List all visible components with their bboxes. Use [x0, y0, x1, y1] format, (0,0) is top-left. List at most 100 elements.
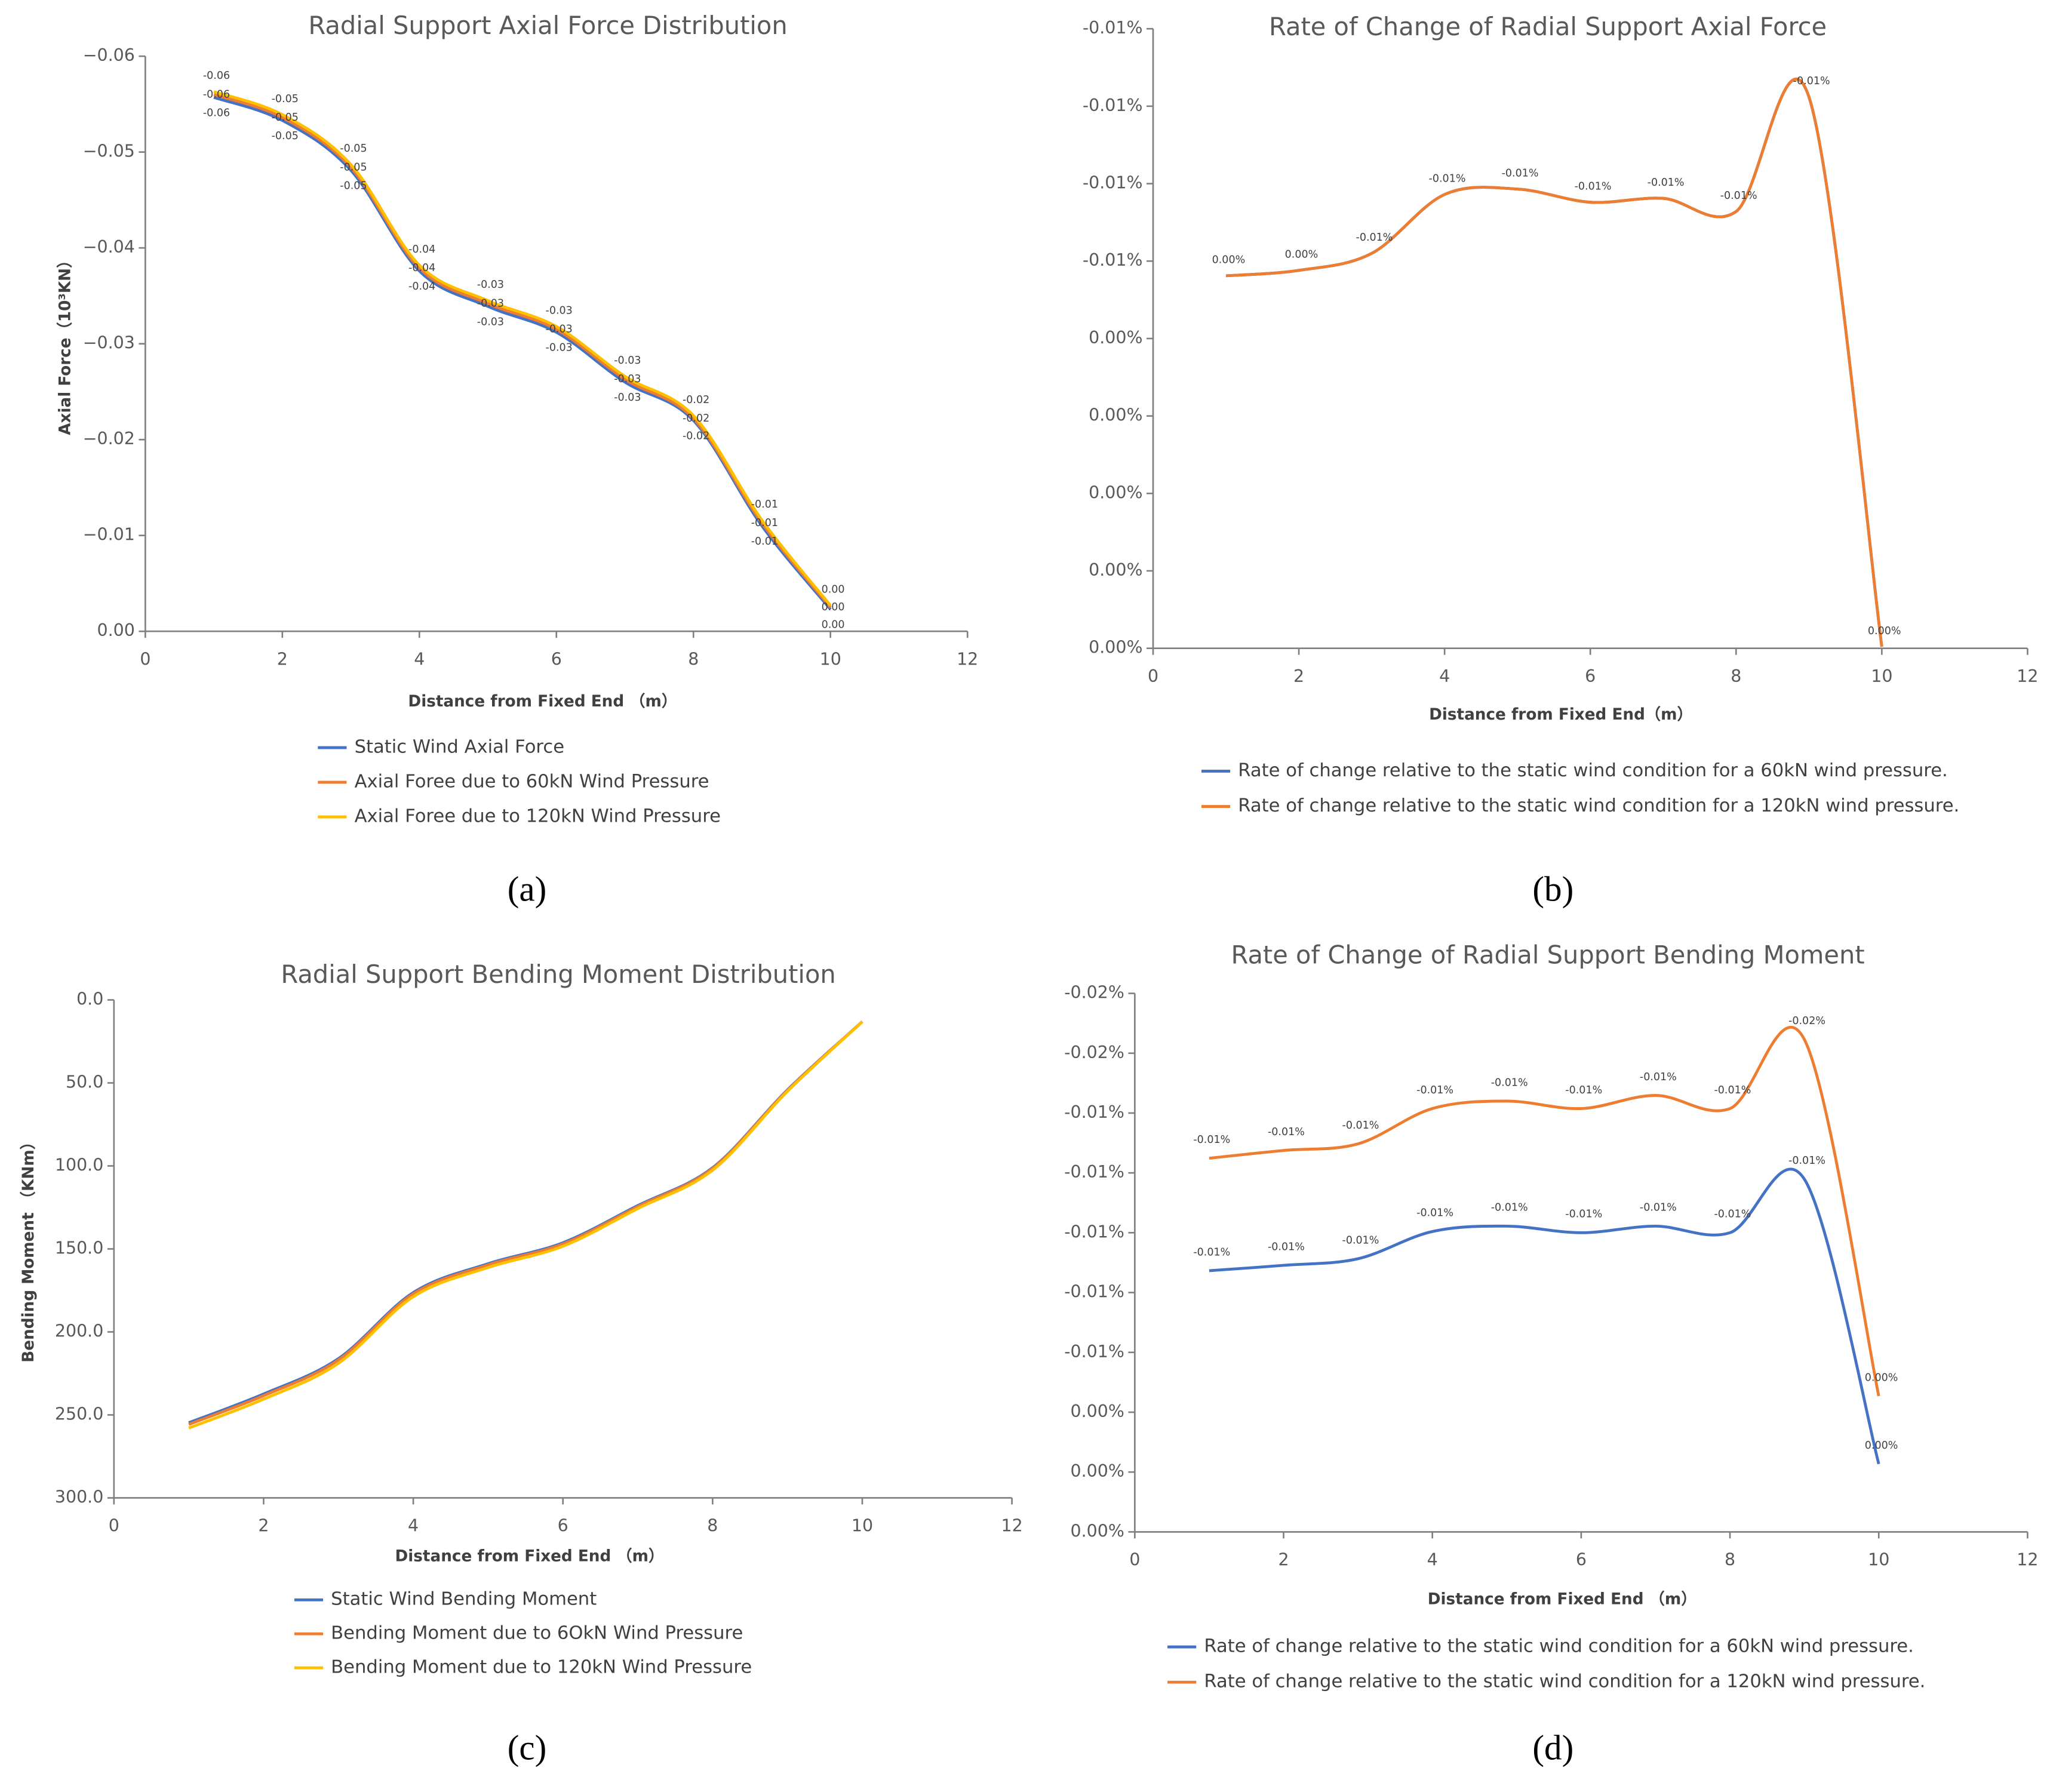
data-label: 0.00 [822, 601, 845, 613]
data-label: -0.05 [340, 180, 367, 192]
legend-label: Rate of change relative to the static wi… [1238, 760, 1948, 781]
x-tick-label: 8 [688, 649, 699, 669]
data-label: -0.03 [546, 342, 573, 354]
data-label: -0.05 [340, 161, 367, 173]
series-line [188, 1021, 863, 1424]
x-tick-label: 12 [2017, 666, 2038, 686]
data-label: -0.02% [1788, 1015, 1825, 1027]
data-label: -0.01% [1491, 1077, 1528, 1089]
y-tick-label: -0.01% [1064, 1102, 1124, 1122]
data-label: -0.01% [1416, 1207, 1453, 1219]
x-tick-label: 4 [414, 649, 425, 669]
x-tick-label: 4 [1427, 1550, 1438, 1570]
y-tick-label: -0.01% [1083, 96, 1143, 115]
y-tick-label: -0.01% [1064, 1222, 1124, 1241]
y-tick-label: 0.00% [1089, 560, 1142, 580]
y-tick-label: −0.06 [83, 45, 135, 65]
data-label: -0.01 [751, 499, 778, 511]
y-tick-label: 250.0 [55, 1404, 103, 1424]
y-tick-label: −0.01 [83, 525, 135, 545]
data-label: 0.00% [1212, 254, 1246, 266]
y-tick-label: 100.0 [55, 1155, 103, 1175]
data-label: -0.03 [546, 305, 573, 317]
data-label: -0.02 [683, 394, 709, 406]
y-tick-label: -0.02% [1064, 983, 1124, 1003]
x-tick-label: 0 [1148, 666, 1158, 686]
y-tick-label: 50.0 [66, 1072, 103, 1092]
data-label: -0.03 [477, 279, 504, 291]
y-tick-label: 300.0 [55, 1487, 103, 1507]
data-label: -0.01% [1193, 1134, 1230, 1146]
x-tick-label: 2 [277, 649, 288, 669]
y-tick-label: -0.02% [1064, 1043, 1124, 1062]
data-label: -0.01% [1640, 1071, 1677, 1083]
series-line [213, 96, 832, 610]
legend-label: Rate of change relative to the static wi… [1204, 1636, 1914, 1657]
data-label: -0.01% [1640, 1202, 1677, 1214]
data-label: -0.01% [1714, 1209, 1751, 1221]
x-tick-label: 2 [258, 1516, 269, 1536]
y-tick-label: −0.05 [83, 142, 135, 161]
x-tick-label: 0 [1129, 1550, 1140, 1570]
x-tick-label: 4 [408, 1516, 419, 1536]
data-label: -0.05 [272, 93, 299, 105]
data-label: -0.01 [751, 536, 778, 548]
legend-label: Axial Foree due to 120kN Wind Pressure [355, 806, 721, 827]
x-tick-label: 4 [1439, 666, 1450, 686]
y-tick-label: -0.01% [1064, 1282, 1124, 1302]
data-label: 0.00 [822, 619, 845, 631]
panel-label: (b) [1532, 869, 1573, 909]
data-label: -0.04 [408, 262, 435, 274]
data-label: -0.03 [477, 316, 504, 328]
x-tick-label: 0 [109, 1516, 119, 1536]
x-tick-label: 8 [1731, 666, 1741, 686]
data-label: -0.01% [1648, 177, 1685, 189]
data-label: -0.01 [751, 517, 778, 529]
data-label: -0.03 [614, 392, 641, 404]
data-label: -0.01% [1714, 1084, 1751, 1096]
x-tick-label: 6 [558, 1516, 568, 1536]
data-label: -0.03 [477, 297, 504, 309]
x-tick-label: 0 [140, 649, 150, 669]
x-axis-label: Distance from Fixed End （m） [395, 1547, 665, 1565]
y-tick-label: 0.00 [97, 620, 135, 640]
data-label: -0.01% [1565, 1209, 1602, 1221]
legend-label: Bending Moment due to 6OkN Wind Pressure [331, 1623, 743, 1644]
legend-label: Bending Moment due to 120kN Wind Pressur… [331, 1657, 752, 1678]
data-label: -0.06 [203, 70, 230, 82]
data-label: 0.00% [1868, 625, 1901, 637]
data-label: -0.01% [1429, 173, 1466, 185]
data-label: -0.05 [340, 143, 367, 155]
y-tick-label: -0.01% [1083, 250, 1143, 270]
series-line [1209, 1025, 1880, 1397]
data-label: 0.00% [1865, 1372, 1898, 1384]
data-label: 0.00% [1865, 1440, 1898, 1452]
data-label: -0.03 [614, 355, 641, 367]
y-tick-label: -0.01% [1064, 1342, 1124, 1361]
data-label: -0.01% [1575, 180, 1612, 192]
x-tick-label: 6 [1585, 666, 1596, 686]
y-tick-label: 0.00% [1089, 638, 1142, 657]
chart-title: Rate of Change of Radial Support Axial F… [1269, 12, 1827, 41]
x-tick-label: 8 [1725, 1550, 1735, 1570]
legend-label: Static Wind Axial Force [355, 737, 564, 758]
y-axis-label: Bending Moment （KNm） [20, 1134, 38, 1363]
data-label: -0.06 [203, 107, 230, 119]
legend-label: Axial Foree due to 60kN Wind Pressure [355, 771, 709, 792]
data-label: -0.06 [203, 88, 230, 100]
data-label: -0.04 [408, 281, 435, 293]
panel-label: (a) [508, 869, 547, 909]
y-tick-label: 0.00% [1071, 1401, 1124, 1421]
y-tick-label: 150.0 [55, 1238, 103, 1258]
x-tick-label: 10 [1871, 666, 1892, 686]
y-tick-label: 0.00% [1089, 405, 1142, 425]
x-axis-label: Distance from Fixed End （m） [1428, 1591, 1697, 1609]
x-tick-label: 2 [1278, 1550, 1289, 1570]
x-tick-label: 6 [551, 649, 562, 669]
series-line [1225, 78, 1883, 647]
data-label: 0.00% [1285, 249, 1318, 261]
data-label: -0.05 [272, 112, 299, 124]
y-tick-label: −0.04 [83, 237, 135, 257]
data-label: -0.04 [408, 244, 435, 256]
